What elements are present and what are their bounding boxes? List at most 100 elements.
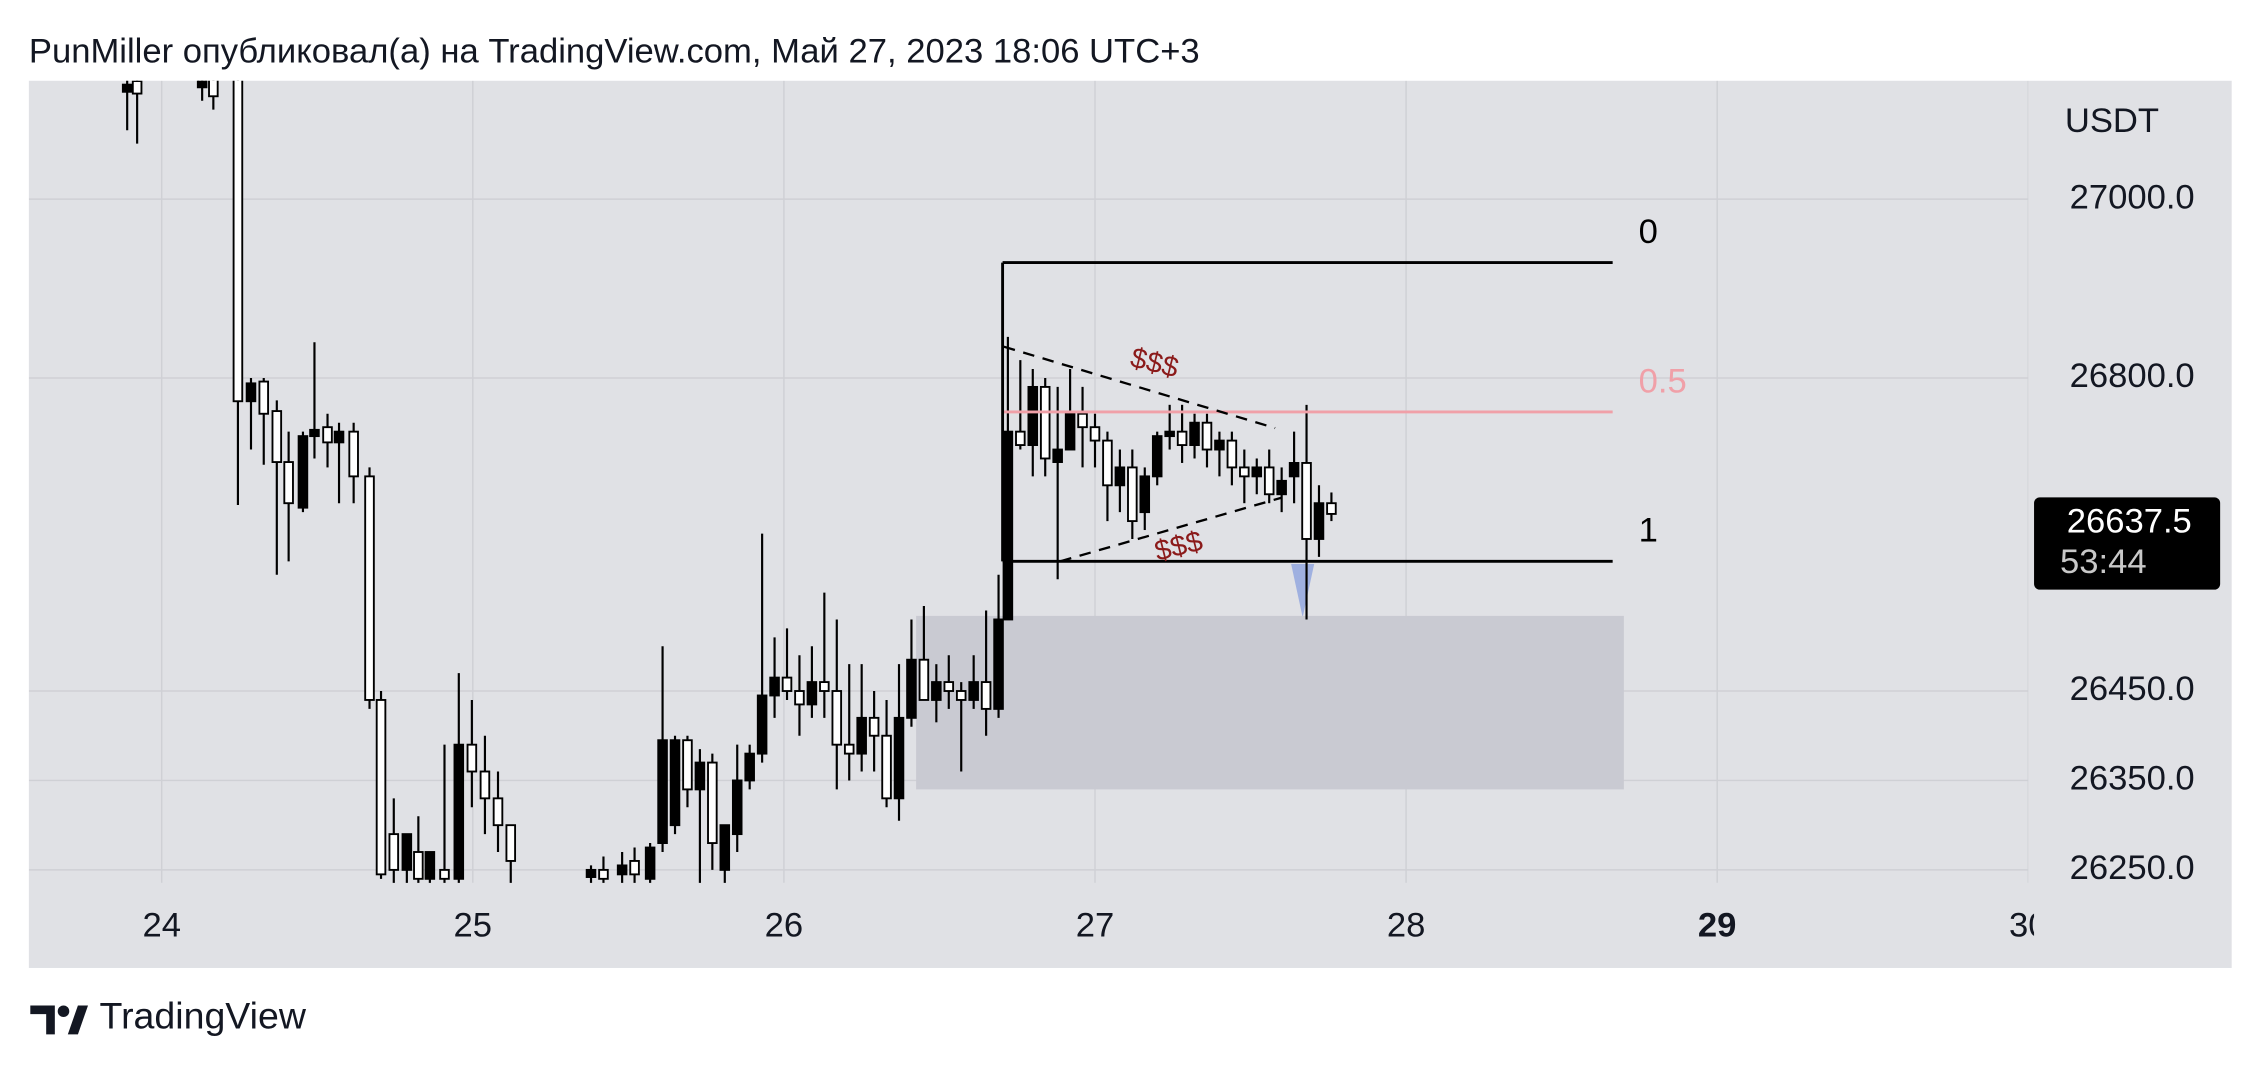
candle-body xyxy=(943,681,955,692)
logo-mark xyxy=(67,1005,89,1035)
candle-body xyxy=(644,846,656,880)
candle-body xyxy=(232,80,244,403)
candle-body xyxy=(453,743,465,880)
candle-body xyxy=(856,716,867,755)
candle-body xyxy=(1276,479,1287,496)
candle-body xyxy=(348,430,359,478)
candle-body xyxy=(756,694,768,755)
candle-body xyxy=(806,681,818,706)
candle-body xyxy=(1301,462,1312,540)
candle-body xyxy=(893,716,905,800)
candle-body xyxy=(1201,421,1213,451)
candle-body xyxy=(868,716,880,737)
wick-marker xyxy=(1291,564,1315,618)
trendline xyxy=(1003,345,1276,430)
candle-body xyxy=(1288,462,1300,478)
candle-body xyxy=(1077,412,1088,429)
fib-level-label: 0.5 xyxy=(1639,362,1687,400)
candle-body xyxy=(1089,426,1101,442)
candle-body xyxy=(1326,502,1337,515)
candle-body xyxy=(669,739,681,827)
y-axis: 26250.0 26350.0 26450.0 26800.0 27000.0 xyxy=(2070,178,2195,887)
candle-body xyxy=(1027,385,1039,447)
candle-body xyxy=(993,618,1004,710)
x-tick-label: 25 xyxy=(454,907,493,945)
fib-level-label: 0 xyxy=(1639,213,1658,251)
candle-body xyxy=(1176,430,1188,447)
header: PunMiller опубликовал(а) на TradingView.… xyxy=(29,33,1200,71)
candle-body xyxy=(1214,439,1225,451)
candle-body xyxy=(585,868,597,878)
currency-label: USDT xyxy=(2065,102,2159,140)
candle-body xyxy=(794,690,805,706)
candle-body xyxy=(1039,385,1051,460)
logo-dot xyxy=(57,1005,70,1018)
x-tick-label: 29 xyxy=(1698,907,1737,945)
candle-body xyxy=(505,824,517,862)
candle-body xyxy=(682,739,693,791)
footer-brand: TradingView xyxy=(100,994,307,1036)
candle-body xyxy=(831,690,843,746)
candle-body xyxy=(375,699,387,876)
candle-body xyxy=(208,80,219,98)
candle-body xyxy=(364,475,375,701)
candle-body xyxy=(1052,448,1063,463)
candle-body xyxy=(744,752,755,782)
candle-body xyxy=(657,739,668,844)
countdown-label: 53:44 xyxy=(2060,543,2147,581)
candle-body xyxy=(731,779,743,836)
candle-body xyxy=(955,690,967,701)
candle-body xyxy=(466,743,478,773)
candle-body xyxy=(492,797,504,827)
fib-level-label: 1 xyxy=(1639,512,1658,550)
candle-body xyxy=(271,410,283,463)
zone xyxy=(916,615,1624,790)
logo-mark xyxy=(30,1005,55,1035)
candle-body xyxy=(1263,466,1275,496)
footer-logo: TradingView xyxy=(30,994,307,1036)
candle-body xyxy=(1189,421,1200,447)
candle-body xyxy=(616,864,628,876)
candle-body xyxy=(1064,412,1076,451)
candle-body xyxy=(1102,439,1113,487)
candle-body xyxy=(906,658,917,719)
candle-body xyxy=(931,681,942,701)
grid xyxy=(28,80,2029,883)
x-tick-label: 30 xyxy=(2009,907,2048,945)
y-tick-label: 26350.0 xyxy=(2070,760,2195,798)
candle-body xyxy=(413,851,424,880)
candle-body xyxy=(1313,502,1325,540)
candle-body xyxy=(1251,466,1263,478)
candle-body xyxy=(918,658,930,701)
candle-body xyxy=(309,428,320,438)
candle-body xyxy=(297,435,309,509)
y-tick-label: 27000.0 xyxy=(2070,178,2195,216)
candle-body xyxy=(1139,475,1151,514)
candle-body xyxy=(707,761,718,844)
plot-area xyxy=(121,80,1624,883)
candle-body xyxy=(322,426,333,444)
chart-panel xyxy=(28,80,2232,968)
candle-body xyxy=(819,681,830,692)
trendline xyxy=(1059,496,1282,563)
candle-body xyxy=(1015,430,1026,447)
candle-body xyxy=(333,430,345,444)
candle-body xyxy=(968,681,979,701)
candle-body xyxy=(283,461,294,505)
y-tick-label: 26800.0 xyxy=(2070,357,2195,395)
candle-body xyxy=(1114,466,1126,487)
x-tick-label: 26 xyxy=(765,907,804,945)
candle-body xyxy=(598,868,609,880)
candle-body xyxy=(843,743,855,755)
candle-body xyxy=(694,761,706,791)
last-price-box xyxy=(2034,497,2221,590)
candle-body xyxy=(121,83,133,93)
y-tick-label: 26250.0 xyxy=(2070,849,2195,887)
candle-body xyxy=(1164,430,1175,438)
candle-body xyxy=(258,380,270,415)
candle-body xyxy=(1226,439,1238,469)
x-tick-label: 28 xyxy=(1387,907,1426,945)
candle-body xyxy=(424,851,436,880)
